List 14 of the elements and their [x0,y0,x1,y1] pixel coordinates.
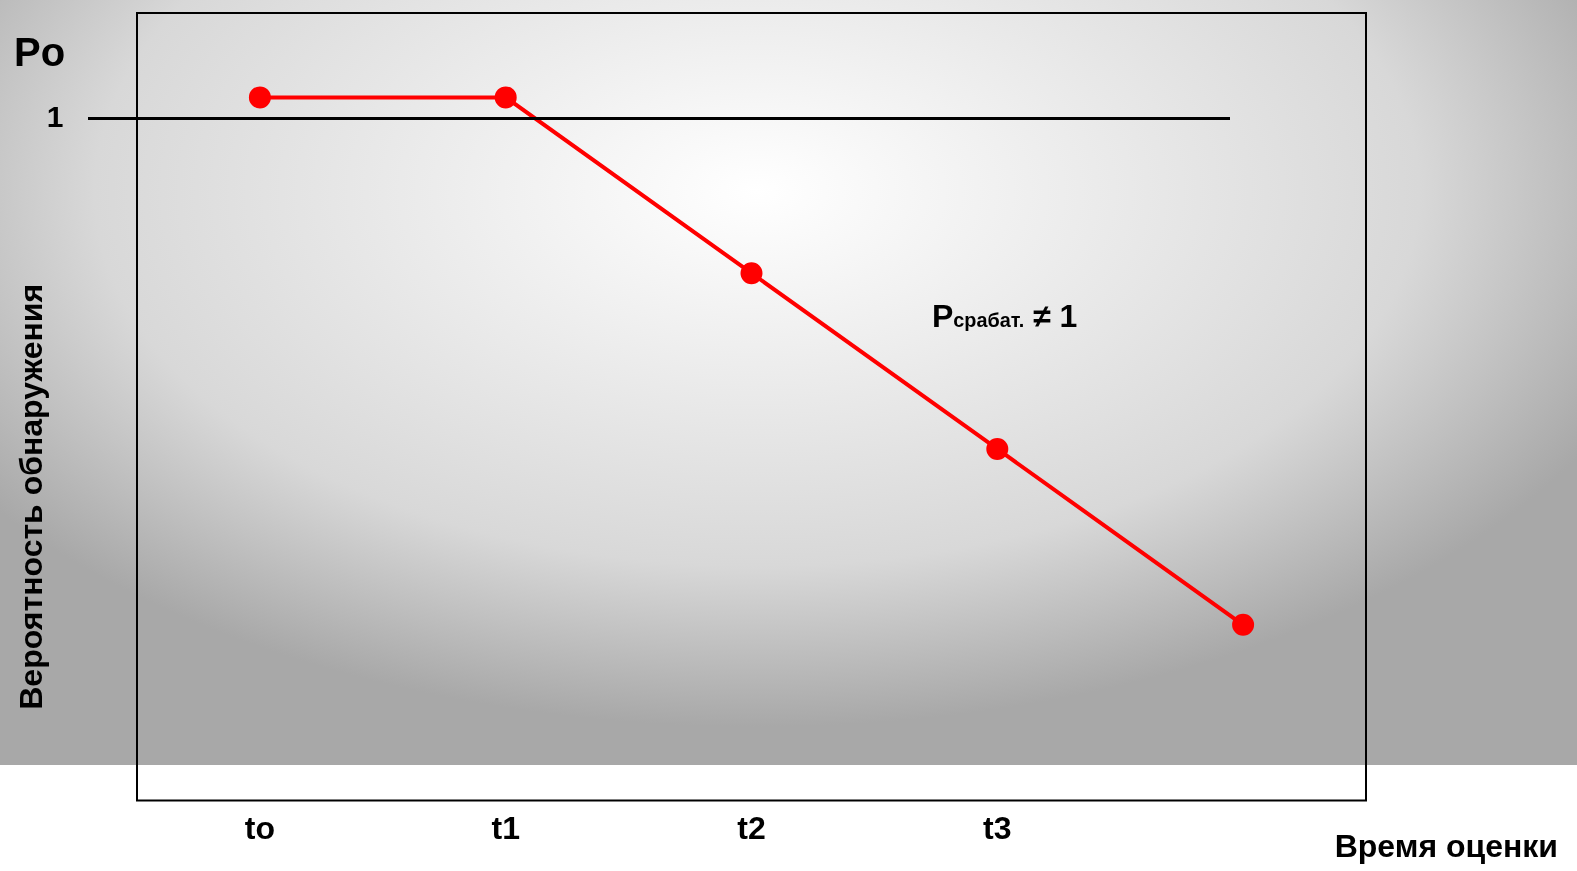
x-tick-label: to [244,809,275,846]
text: Po [14,30,66,74]
point [1232,613,1255,636]
point [494,86,517,109]
x-tick-label: t3 [983,809,1012,846]
x-tick-label: t1 [491,809,520,846]
point [986,437,1009,460]
ref-line-label: 1 [46,99,64,133]
point [248,86,271,109]
x-axis-title: Время оценки [1334,828,1558,864]
y-axis-title: Вероятность обнаружения [13,283,49,710]
x-tick-label: t2 [737,809,766,846]
point [740,262,763,285]
annotation: Pсрабат. ≠ 1 [932,298,1078,334]
